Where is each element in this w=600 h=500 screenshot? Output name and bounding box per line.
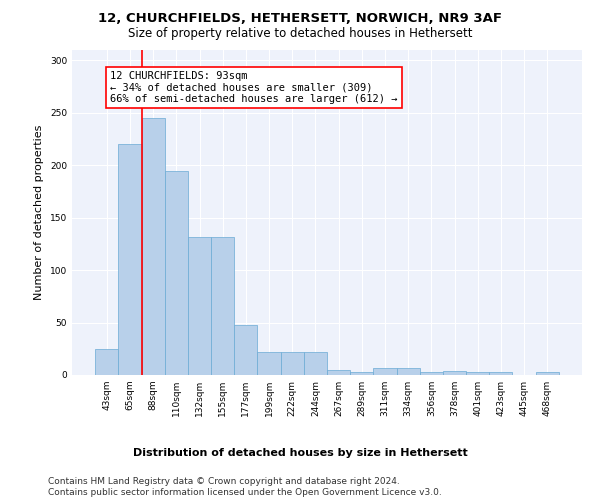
Bar	[188, 236, 211, 375]
Bar	[257, 352, 281, 375]
Bar	[327, 370, 350, 375]
Bar	[118, 144, 142, 375]
Bar	[536, 372, 559, 375]
Text: Size of property relative to detached houses in Hethersett: Size of property relative to detached ho…	[128, 28, 472, 40]
Bar	[420, 372, 443, 375]
Bar	[443, 371, 466, 375]
Bar	[95, 349, 118, 375]
Bar	[466, 372, 489, 375]
Bar	[281, 352, 304, 375]
Bar	[142, 118, 165, 375]
Text: Contains HM Land Registry data © Crown copyright and database right 2024.
Contai: Contains HM Land Registry data © Crown c…	[48, 478, 442, 497]
Bar	[397, 368, 420, 375]
Text: Distribution of detached houses by size in Hethersett: Distribution of detached houses by size …	[133, 448, 467, 458]
Bar	[211, 236, 234, 375]
Bar	[350, 372, 373, 375]
Bar	[489, 372, 512, 375]
Bar	[373, 368, 397, 375]
Bar	[165, 170, 188, 375]
Bar	[304, 352, 327, 375]
Bar	[234, 324, 257, 375]
Text: 12, CHURCHFIELDS, HETHERSETT, NORWICH, NR9 3AF: 12, CHURCHFIELDS, HETHERSETT, NORWICH, N…	[98, 12, 502, 26]
Text: 12 CHURCHFIELDS: 93sqm
← 34% of detached houses are smaller (309)
66% of semi-de: 12 CHURCHFIELDS: 93sqm ← 34% of detached…	[110, 71, 398, 104]
Y-axis label: Number of detached properties: Number of detached properties	[34, 125, 44, 300]
